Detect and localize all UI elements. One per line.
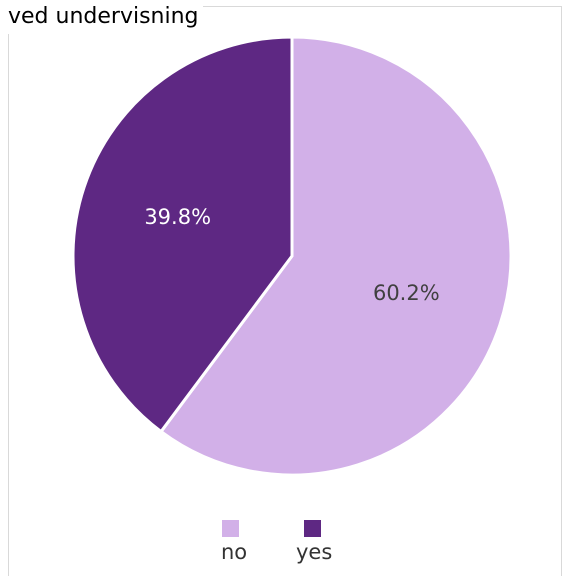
chart-title: ved undervisning bbox=[8, 0, 203, 34]
legend: no yes bbox=[0, 520, 569, 570]
legend-label-yes: yes bbox=[296, 540, 333, 564]
legend-item-yes: yes bbox=[296, 520, 360, 565]
data-label-no: 60.2% bbox=[373, 281, 440, 305]
data-label-yes: 39.8% bbox=[144, 205, 211, 229]
legend-label-no: no bbox=[221, 540, 248, 564]
chart-frame bbox=[8, 6, 562, 576]
legend-swatch-yes bbox=[304, 520, 321, 537]
pie-slices bbox=[71, 35, 513, 477]
pie-slice-no bbox=[159, 35, 513, 477]
legend-item-no: no bbox=[218, 520, 278, 565]
legend-swatch-no bbox=[222, 520, 239, 537]
pie-slice-yes bbox=[71, 35, 294, 434]
pie-chart: 60.2% 39.8% bbox=[71, 35, 513, 477]
pie-data-labels: 60.2% 39.8% bbox=[144, 205, 439, 305]
